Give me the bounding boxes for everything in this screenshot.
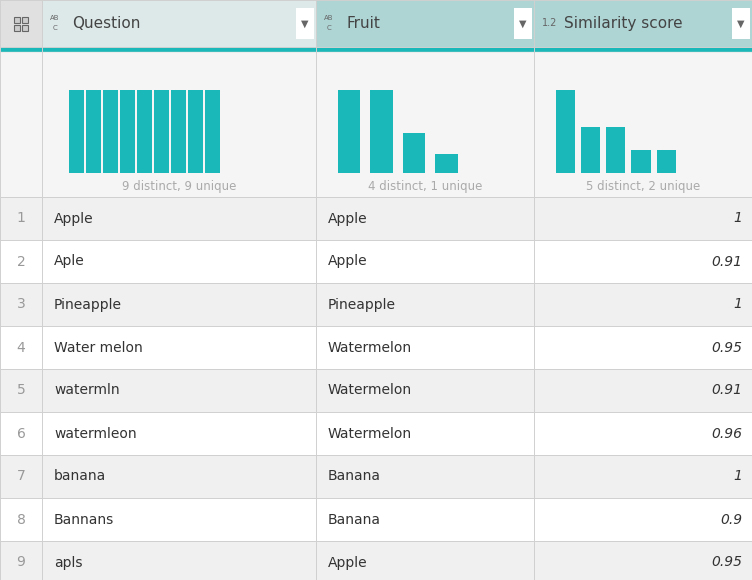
Text: 1: 1 — [733, 469, 742, 484]
Bar — [296, 8, 314, 39]
Text: 9 distinct, 9 unique: 9 distinct, 9 unique — [122, 180, 236, 193]
Text: 6: 6 — [17, 426, 26, 440]
Bar — [0, 47, 752, 52]
Bar — [632, 150, 650, 173]
Bar — [0, 455, 752, 498]
Text: AB: AB — [50, 16, 59, 21]
Text: apls: apls — [54, 556, 83, 570]
Text: 9: 9 — [17, 556, 26, 570]
Text: 0.95: 0.95 — [711, 556, 742, 570]
Bar — [0, 541, 752, 580]
Text: Apple: Apple — [328, 255, 368, 269]
Bar — [14, 24, 20, 31]
Text: ▼: ▼ — [519, 19, 526, 28]
Bar — [171, 90, 186, 173]
Text: 7: 7 — [17, 469, 26, 484]
Text: Banana: Banana — [328, 513, 381, 527]
Text: 1.2: 1.2 — [542, 19, 557, 28]
Bar — [0, 240, 752, 283]
Text: watermln: watermln — [54, 383, 120, 397]
Bar — [0, 369, 752, 412]
Text: ▼: ▼ — [302, 19, 309, 28]
Bar — [0, 0, 42, 47]
Bar — [370, 90, 393, 173]
Bar — [316, 0, 534, 47]
Text: Apple: Apple — [54, 212, 94, 226]
Bar — [606, 127, 626, 173]
Bar — [0, 498, 752, 541]
Bar — [205, 90, 220, 173]
Bar — [338, 90, 360, 173]
Bar — [138, 90, 152, 173]
Text: Watermelon: Watermelon — [328, 340, 412, 354]
Bar — [0, 52, 752, 197]
Text: Apple: Apple — [328, 556, 368, 570]
Text: 2: 2 — [17, 255, 26, 269]
Bar — [22, 16, 28, 23]
Bar — [732, 8, 750, 39]
Bar — [556, 90, 575, 173]
Text: 0.91: 0.91 — [711, 383, 742, 397]
Text: C: C — [53, 26, 58, 31]
Text: Water melon: Water melon — [54, 340, 143, 354]
Text: Banana: Banana — [328, 469, 381, 484]
Text: Bannans: Bannans — [54, 513, 114, 527]
Text: Watermelon: Watermelon — [328, 383, 412, 397]
Bar — [0, 326, 752, 369]
Bar — [120, 90, 135, 173]
Bar — [103, 90, 118, 173]
Text: Aple: Aple — [54, 255, 85, 269]
Bar — [22, 24, 28, 31]
Text: Watermelon: Watermelon — [328, 426, 412, 440]
Bar — [514, 8, 532, 39]
Bar — [0, 283, 752, 326]
Bar — [86, 90, 101, 173]
Text: 0.91: 0.91 — [711, 255, 742, 269]
Text: C: C — [327, 26, 332, 31]
Text: 4: 4 — [17, 340, 26, 354]
Text: 5: 5 — [17, 383, 26, 397]
Text: 4 distinct, 1 unique: 4 distinct, 1 unique — [368, 180, 482, 193]
Bar — [69, 90, 84, 173]
Bar — [0, 412, 752, 455]
Bar — [581, 127, 600, 173]
Text: Fruit: Fruit — [346, 16, 380, 31]
Bar — [154, 90, 169, 173]
Bar — [0, 197, 752, 240]
Text: 5 distinct, 2 unique: 5 distinct, 2 unique — [586, 180, 700, 193]
Text: banana: banana — [54, 469, 106, 484]
Bar — [435, 154, 458, 173]
Bar — [403, 133, 425, 173]
Text: Question: Question — [72, 16, 141, 31]
Bar — [656, 150, 676, 173]
Bar — [42, 0, 316, 47]
Text: 8: 8 — [17, 513, 26, 527]
Text: Pineapple: Pineapple — [54, 298, 122, 311]
Text: 1: 1 — [17, 212, 26, 226]
Text: Pineapple: Pineapple — [328, 298, 396, 311]
Text: 0.9: 0.9 — [720, 513, 742, 527]
Text: ▼: ▼ — [737, 19, 744, 28]
Bar — [14, 16, 20, 23]
Text: AB: AB — [324, 16, 333, 21]
Text: watermleon: watermleon — [54, 426, 137, 440]
Bar — [534, 0, 752, 47]
Text: 0.95: 0.95 — [711, 340, 742, 354]
Text: 1: 1 — [733, 298, 742, 311]
Text: 3: 3 — [17, 298, 26, 311]
Text: 0.96: 0.96 — [711, 426, 742, 440]
Bar — [188, 90, 203, 173]
Text: 1: 1 — [733, 212, 742, 226]
Text: Similarity score: Similarity score — [564, 16, 683, 31]
Text: Apple: Apple — [328, 212, 368, 226]
